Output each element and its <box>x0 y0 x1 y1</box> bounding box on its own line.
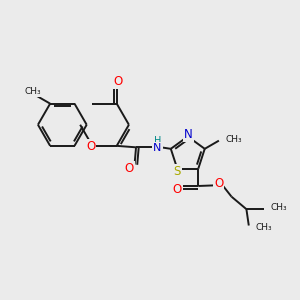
Text: H: H <box>154 136 161 146</box>
Text: CH₃: CH₃ <box>225 135 242 144</box>
Text: CH₃: CH₃ <box>24 87 41 96</box>
Text: O: O <box>173 183 182 196</box>
Text: O: O <box>124 162 134 175</box>
Text: O: O <box>214 177 224 190</box>
Text: CH₃: CH₃ <box>255 223 272 232</box>
Text: O: O <box>114 75 123 88</box>
Text: S: S <box>174 165 181 178</box>
Text: N: N <box>153 143 162 153</box>
Text: N: N <box>184 128 193 141</box>
Text: O: O <box>86 140 95 153</box>
Text: CH₃: CH₃ <box>270 203 287 212</box>
